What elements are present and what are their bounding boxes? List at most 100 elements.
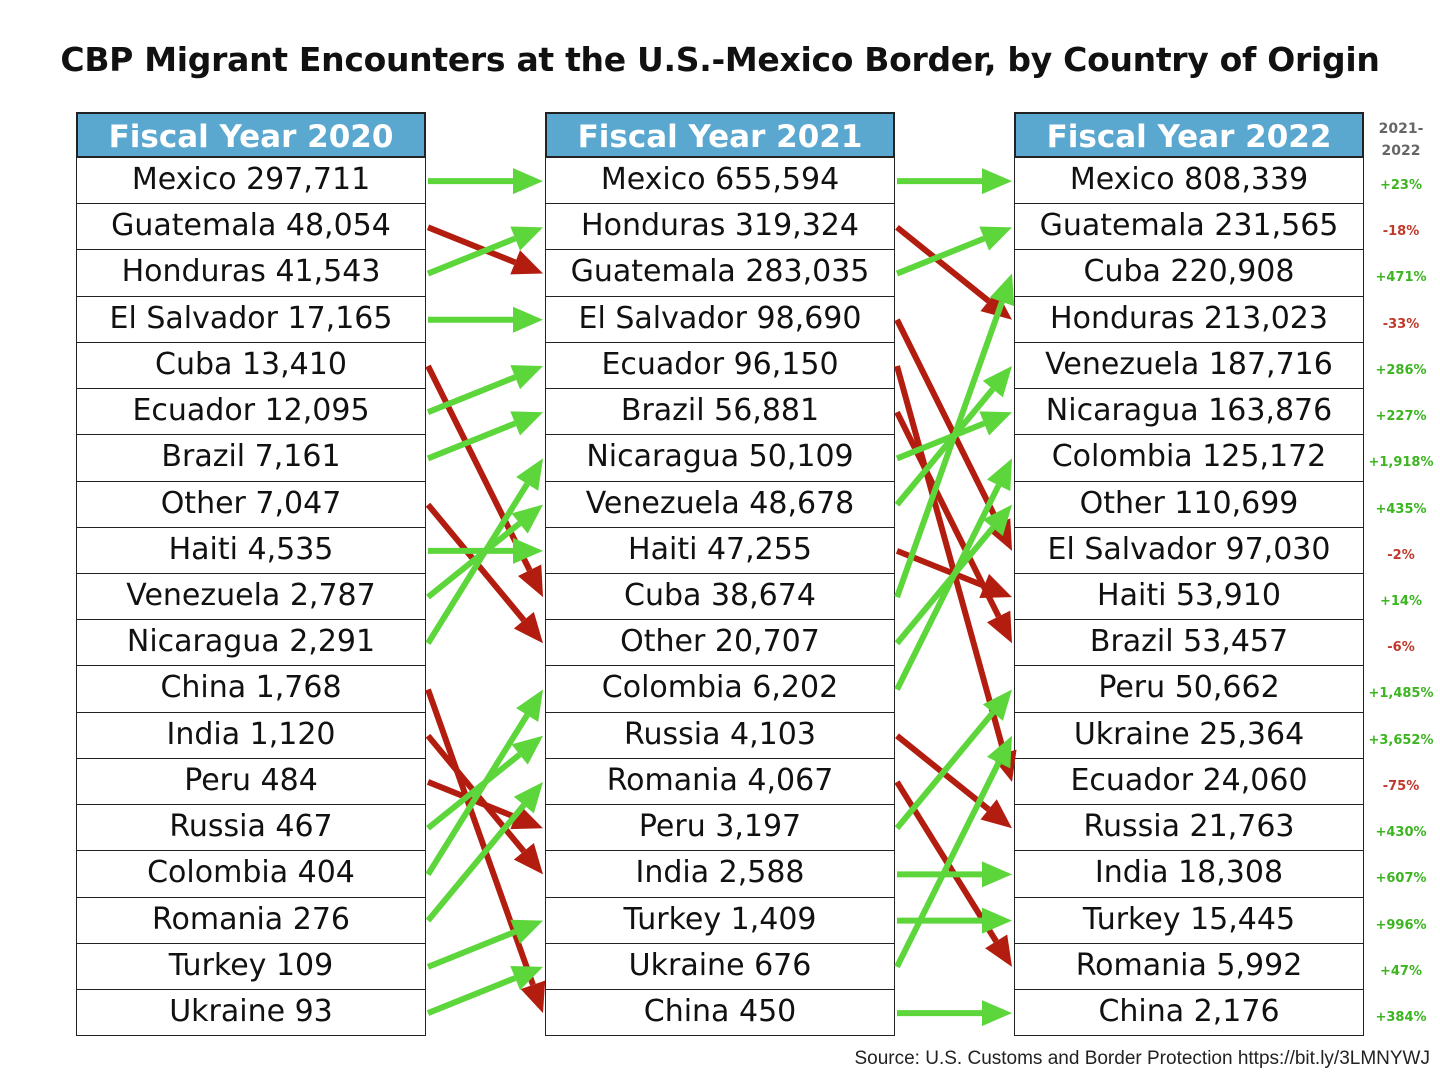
arrow-fy2021-2022-nicaragua (895, 411, 1012, 462)
arrow-fy2021-2022-other-head (982, 504, 1012, 537)
arrow-fy2020-2021-turkey-head (510, 919, 543, 944)
row-fy2020-romania: Romania 276 (76, 897, 426, 944)
row-fy2020-ukraine: Ukraine 93 (76, 989, 426, 1037)
arrow-fy2020-2021-china-shaft (425, 688, 536, 986)
arrow-fy2020-2021-ukraine-shaft (426, 975, 517, 1016)
arrow-fy2020-2021-venezuela-head (511, 504, 543, 534)
row-fy2021-india: India 2,588 (545, 851, 895, 898)
arrow-fy2021-2022-mexico (897, 168, 1012, 195)
arrow-fy2020-2021-colombia-shaft (425, 713, 530, 876)
arrow-fy2020-2021-haiti (428, 537, 543, 564)
arrow-fy2020-2021-other-head (513, 611, 543, 644)
row-fy2021-mexico: Mexico 655,594 (545, 158, 895, 205)
arrow-fy2021-2022-ukraine-shaft (894, 761, 1002, 969)
row-fy2022-peru: Peru 50,662 (1014, 666, 1364, 713)
row-fy2022-nicaragua: Nicaragua 163,876 (1014, 389, 1364, 436)
arrow-fy2020-2021-russia (426, 735, 543, 831)
row-fy2021-guatemala: Guatemala 283,035 (545, 250, 895, 297)
arrow-fy2021-2022-other-shaft (894, 525, 996, 646)
row-fy2021-colombia: Colombia 6,202 (545, 666, 895, 713)
change-other: +435% (1375, 501, 1427, 517)
arrow-fy2021-2022-nicaragua-head (979, 411, 1012, 436)
arrow-fy2021-2022-guatemala (895, 226, 1012, 277)
arrow-fy2020-2021-romania (425, 781, 543, 923)
arrow-fy2020-2021-el-salvador (428, 306, 543, 333)
row-fy2022-el-salvador: El Salvador 97,030 (1014, 527, 1364, 574)
arrow-fy2020-2021-russia-shaft (426, 752, 522, 831)
arrow-fy2021-2022-cuba-shaft (894, 300, 1005, 599)
row-fy2020-guatemala: Guatemala 48,054 (76, 204, 426, 251)
arrow-fy2021-2022-turkey (897, 907, 1012, 934)
row-fy2020-haiti: Haiti 4,535 (76, 527, 426, 574)
arrow-fy2021-2022-other (894, 504, 1012, 646)
change-colombia: +1,918% (1368, 455, 1434, 471)
row-fy2020-honduras: Honduras 41,543 (76, 250, 426, 297)
arrow-fy2021-2022-nicaragua-shaft (895, 420, 986, 462)
arrow-fy2020-2021-brazil-shaft (426, 420, 517, 462)
arrow-fy2021-2022-el-salvador-shaft (894, 318, 1002, 526)
arrow-fy2020-2021-china-head (520, 980, 546, 1014)
row-fy2021-cuba: Cuba 38,674 (545, 573, 895, 621)
arrow-fy2020-2021-china (425, 688, 546, 1014)
arrow-fy2021-2022-haiti-head (979, 573, 1012, 598)
arrow-fy2021-2022-venezuela-head (982, 365, 1012, 398)
row-fy2020-india: India 1,120 (76, 712, 426, 759)
arrow-fy2021-2022-china (897, 1000, 1012, 1027)
arrow-fy2020-2021-el-salvador-head (513, 306, 543, 333)
arrow-fy2020-2021-turkey-shaft (426, 929, 517, 970)
change-guatemala: -18% (1382, 224, 1420, 240)
row-fy2021-el-salvador: El Salvador 98,690 (545, 296, 895, 343)
row-fy2021-ukraine: Ukraine 676 (545, 943, 895, 990)
arrow-fy2020-2021-guatemala-shaft (426, 224, 517, 266)
change-china: +384% (1375, 1009, 1427, 1025)
change-el-salvador: -2% (1387, 547, 1415, 563)
arrow-fy2021-2022-russia-head (980, 799, 1012, 829)
change-romania: +47% (1379, 963, 1422, 979)
row-fy2021-brazil: Brazil 56,881 (545, 389, 895, 436)
arrow-fy2020-2021-honduras (426, 226, 543, 277)
change-india: +607% (1375, 871, 1427, 887)
arrow-fy2020-2021-mexico (428, 168, 543, 195)
row-fy2022-russia: Russia 21,763 (1014, 805, 1364, 852)
row-fy2022-ecuador: Ecuador 24,060 (1014, 758, 1364, 806)
arrow-fy2021-2022-cuba (894, 273, 1015, 599)
arrow-fy2021-2022-guatemala-head (979, 226, 1012, 251)
arrow-fy2021-2022-venezuela (894, 365, 1012, 507)
row-fy2020-el-salvador: El Salvador 17,165 (76, 296, 426, 343)
arrow-fy2021-2022-cuba-head (989, 273, 1015, 307)
row-fy2022-ukraine: Ukraine 25,364 (1014, 712, 1364, 759)
change-venezuela: +286% (1375, 362, 1427, 378)
row-fy2021-venezuela: Venezuela 48,678 (545, 481, 895, 528)
arrow-fy2021-2022-mexico-head (982, 168, 1012, 195)
arrow-fy2021-2022-peru-shaft (894, 710, 996, 831)
arrow-fy2021-2022-colombia (894, 458, 1012, 691)
row-fy2022-honduras: Honduras 213,023 (1014, 296, 1364, 343)
arrow-fy2020-2021-colombia (425, 689, 543, 876)
row-fy2021-haiti: Haiti 47,255 (545, 527, 895, 574)
change-cuba: +471% (1375, 270, 1427, 286)
arrow-fy2020-2021-india-head (513, 843, 543, 875)
arrow-fy2021-2022-ecuador-shaft (894, 365, 1007, 754)
arrow-fy2020-2021-honduras-head (510, 226, 543, 251)
arrow-fy2021-2022-colombia-shaft (894, 483, 1002, 691)
change-nicaragua: +227% (1375, 409, 1427, 425)
row-fy2022-guatemala: Guatemala 231,565 (1014, 204, 1364, 251)
arrow-fy2020-2021-guatemala-head (510, 250, 543, 275)
row-fy2020-mexico: Mexico 297,711 (76, 158, 426, 205)
arrow-fy2021-2022-el-salvador-head (986, 518, 1012, 551)
arrow-fy2021-2022-honduras-shaft (895, 224, 991, 304)
arrow-fy2020-2021-romania-head (513, 781, 543, 814)
chart-title: CBP Migrant Encounters at the U.S.-Mexic… (60, 40, 1380, 79)
arrow-fy2020-2021-brazil-head (510, 411, 543, 436)
row-fy2021-romania: Romania 4,067 (545, 758, 895, 806)
change-turkey: +996% (1375, 917, 1427, 933)
change-honduras: -33% (1382, 316, 1420, 332)
row-fy2021-russia: Russia 4,103 (545, 712, 895, 759)
source-note: Source: U.S. Customs and Border Protecti… (854, 1048, 1430, 1069)
row-fy2021-peru: Peru 3,197 (545, 805, 895, 852)
column-header-fy2022: Fiscal Year 2022 (1014, 112, 1364, 158)
column-fy2021: Fiscal Year 2021 Mexico 655,594 Honduras … (545, 112, 895, 1037)
arrow-fy2021-2022-turkey-head (982, 907, 1012, 934)
row-fy2022-romania: Romania 5,992 (1014, 943, 1364, 990)
arrow-fy2021-2022-china-head (982, 1000, 1012, 1027)
